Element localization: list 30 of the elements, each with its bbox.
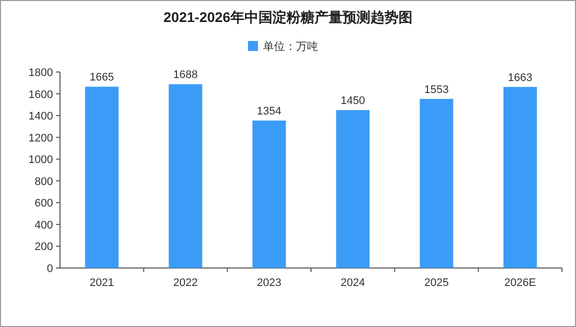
legend-label: 单位：万吨 <box>263 40 318 53</box>
y-tick-label: 0 <box>46 263 53 275</box>
y-tick-label: 1600 <box>28 88 53 101</box>
y-tick-label: 400 <box>34 219 53 232</box>
data-label: 1450 <box>340 95 366 108</box>
y-tick-label: 1000 <box>28 154 53 166</box>
x-tick-label: 2025 <box>424 277 449 289</box>
bar <box>336 110 370 268</box>
y-tick-label: 1400 <box>28 110 53 123</box>
bar <box>252 120 286 268</box>
data-label: 1553 <box>424 84 449 96</box>
chart-title: 2021-2026年中国淀粉糖产量预测趋势图 <box>164 9 412 25</box>
data-label: 1663 <box>508 72 532 84</box>
x-tick-label: 2022 <box>173 277 198 289</box>
bar <box>420 98 454 268</box>
bar <box>85 86 119 268</box>
x-tick-label: 2023 <box>256 277 282 289</box>
y-tick-label: 1800 <box>28 67 53 79</box>
y-tick-label: 600 <box>34 198 53 210</box>
bar <box>168 84 202 268</box>
data-label: 1688 <box>173 69 198 82</box>
y-tick-label: 800 <box>34 176 53 188</box>
x-tick-label: 2021 <box>90 277 114 289</box>
y-tick-label: 200 <box>34 241 53 254</box>
x-tick-label: 2024 <box>340 277 366 289</box>
y-tick-label: 1200 <box>28 132 53 144</box>
x-tick-label: 2026E <box>504 277 536 289</box>
data-label: 1665 <box>90 72 114 84</box>
data-label: 1354 <box>256 106 282 118</box>
bar <box>503 86 537 268</box>
